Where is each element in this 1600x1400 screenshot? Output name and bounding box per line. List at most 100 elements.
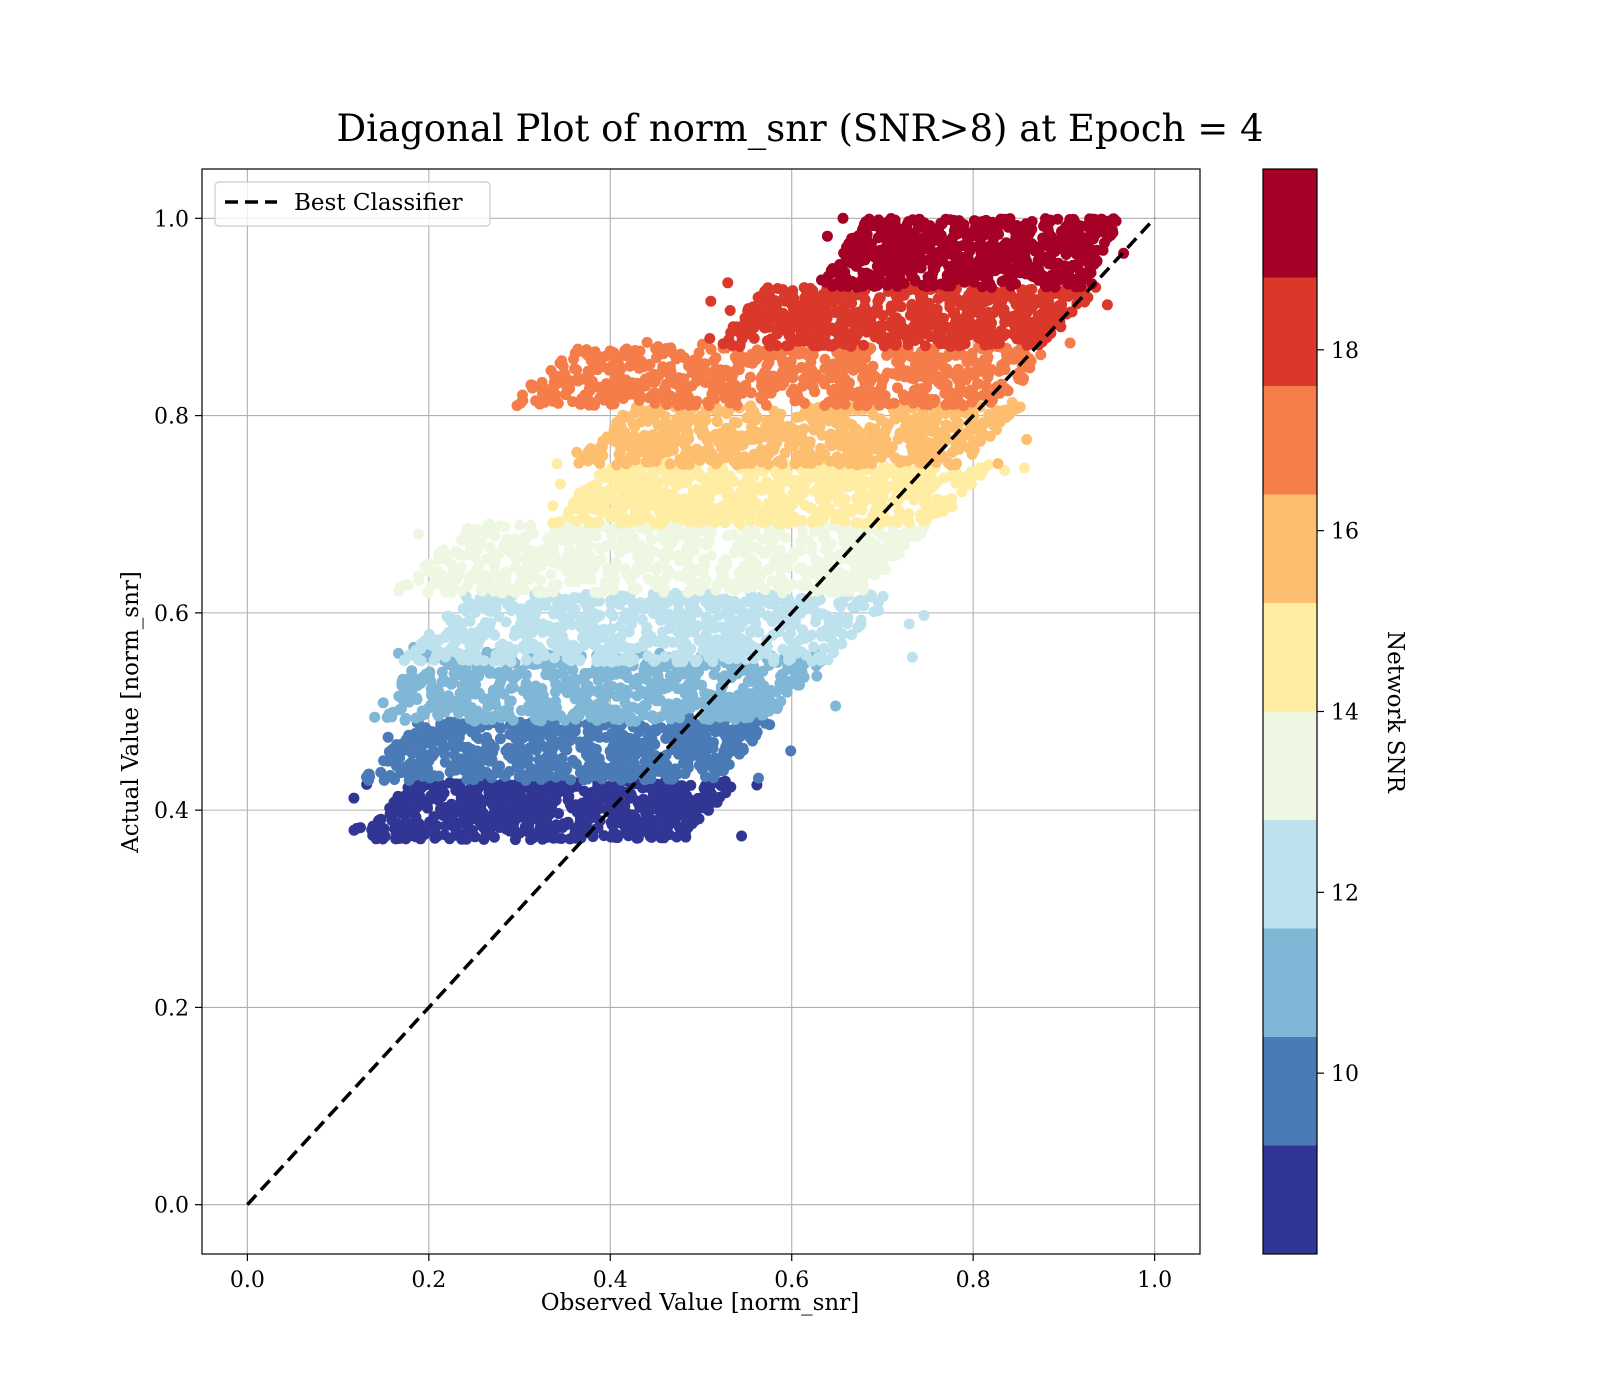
scatter-point [759, 455, 771, 467]
scatter-point [747, 497, 758, 509]
scatter-point [798, 580, 810, 592]
scatter-point [697, 639, 709, 650]
scatter-point [1006, 397, 1018, 408]
scatter-point [660, 572, 672, 584]
scatter-point [654, 695, 666, 707]
scatter-point [499, 539, 511, 551]
scatter-point [762, 498, 774, 510]
scatter-point [661, 759, 673, 771]
scatter-point [461, 526, 473, 537]
scatter-point [439, 577, 451, 589]
scatter-point [767, 427, 779, 439]
scatter-point [416, 782, 428, 794]
scatter-point [766, 537, 778, 549]
scatter-point [857, 480, 869, 492]
scatter-point [714, 759, 726, 771]
scatter-point [713, 610, 725, 621]
scatter-point [731, 653, 743, 665]
scatter-point [411, 652, 423, 664]
scatter-point [837, 411, 849, 423]
scatter-point [591, 612, 603, 624]
scatter-point [612, 832, 623, 844]
scatter-point [672, 740, 684, 752]
scatter-point [718, 746, 730, 758]
scatter-point [439, 756, 451, 768]
scatter-point [621, 816, 632, 828]
scatter-point [679, 514, 691, 526]
scatter-point [407, 798, 419, 810]
scatter-point [398, 829, 410, 841]
scatter-point [422, 725, 434, 737]
scatter-point [716, 442, 727, 453]
scatter-point [614, 682, 626, 694]
scatter-point [525, 807, 537, 819]
scatter-point [505, 656, 517, 668]
scatter-point [527, 770, 539, 782]
scatter-point [402, 579, 414, 591]
scatter-point [662, 608, 674, 620]
scatter-point [530, 744, 542, 756]
scatter-point [658, 586, 670, 598]
scatter-point [447, 627, 459, 639]
scatter-point [545, 568, 557, 580]
scatter-point [747, 735, 758, 747]
scatter-point [454, 688, 466, 699]
scatter-point [549, 686, 561, 698]
scatter-point [916, 478, 928, 490]
scatter-point [591, 752, 603, 764]
scatter-point [607, 508, 619, 520]
scatter-point [600, 769, 611, 781]
scatter-point [967, 437, 979, 449]
scatter-point [855, 427, 867, 439]
scatter-point [811, 611, 822, 623]
scatter-point [364, 771, 376, 783]
scatter-point [474, 634, 486, 646]
scatter-point [489, 629, 501, 641]
scatter-point [563, 544, 575, 556]
scatter-point [819, 543, 831, 555]
scatter-point [541, 781, 553, 793]
scatter-point [644, 456, 655, 468]
scatter-point [621, 768, 633, 780]
scatter-point [795, 657, 806, 669]
scatter-point [686, 413, 698, 425]
scatter-point [605, 816, 617, 828]
scatter-point [833, 495, 845, 507]
scatter-point [626, 618, 638, 630]
scatter-point [433, 770, 445, 782]
scatter-point [631, 486, 643, 498]
scatter-point [509, 805, 521, 817]
scatter-point [547, 500, 559, 512]
scatter-point [448, 668, 460, 679]
scatter-point [424, 772, 436, 784]
scatter-point [480, 829, 492, 841]
scatter-point [756, 483, 768, 495]
scatter-point [453, 731, 465, 743]
scatter-point [480, 736, 492, 748]
scatter-point [897, 529, 909, 541]
scatter-point [822, 488, 834, 499]
scatter-point [408, 759, 420, 770]
scatter-point [965, 466, 977, 478]
scatter-point [616, 536, 628, 548]
scatter-point [574, 654, 586, 666]
scatter-point [488, 742, 500, 753]
scatter-point [729, 722, 741, 734]
scatter-point [825, 428, 837, 440]
scatter-point [552, 633, 564, 645]
scatter-point [880, 482, 892, 494]
scatter-point [629, 445, 641, 456]
scatter-point [1018, 462, 1030, 474]
scatter-point [604, 791, 616, 803]
scatter-point [855, 545, 867, 557]
scatter-point [543, 720, 555, 732]
scatter-point [693, 759, 705, 771]
scatter-point [433, 548, 445, 559]
scatter-point [568, 801, 580, 813]
scatter-point [436, 791, 448, 803]
scatter-point [639, 429, 650, 441]
scatter-point [458, 742, 470, 753]
chart-title: Diagonal Plot of norm_snr (SNR>8) at Epo… [336, 107, 1263, 151]
scatter-point [500, 823, 512, 835]
scatter-point [489, 556, 501, 568]
